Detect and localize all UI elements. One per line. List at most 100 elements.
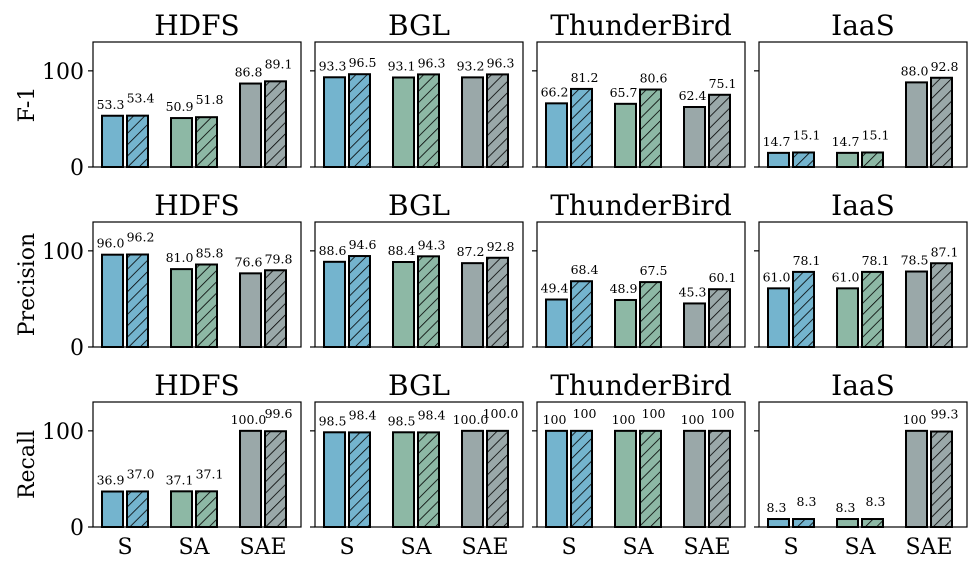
data-label-sa-hatched: 37.1 xyxy=(196,466,224,481)
panel-title: HDFS xyxy=(154,369,239,402)
data-label-s-solid: 61.0 xyxy=(763,269,791,284)
bar-sa-solid xyxy=(614,298,637,349)
bar-sa-solid xyxy=(836,151,859,169)
bar-sa-solid xyxy=(836,518,859,528)
bar-s-hatched xyxy=(570,87,593,168)
bar-sae-solid xyxy=(905,429,928,529)
data-label-s-hatched: 96.2 xyxy=(127,230,155,245)
data-label-s-hatched: 94.6 xyxy=(349,237,377,252)
x-tick-label: SA xyxy=(623,535,655,560)
data-label-sae-solid: 62.4 xyxy=(679,88,707,103)
panel-frame xyxy=(314,221,524,348)
bar-sa-solid xyxy=(614,102,637,168)
data-label-sa-solid: 88.4 xyxy=(388,243,416,258)
panel-iaas-row-3: IaaS 8.3 8.3 S 8.3 8.3 SA 100 99.3 SAE xyxy=(754,369,968,560)
bar-sae-solid xyxy=(683,302,706,349)
data-label-s-hatched: 81.2 xyxy=(571,70,599,85)
bar-s-solid xyxy=(101,114,124,168)
data-label-sae-solid: 100 xyxy=(681,412,705,427)
panel-frame xyxy=(92,401,302,528)
data-label-sae-hatched: 92.8 xyxy=(487,239,515,254)
data-label-s-hatched: 100 xyxy=(573,406,597,421)
panel-frame xyxy=(536,401,746,528)
bar-sa-hatched xyxy=(417,431,440,528)
bar-s-solid xyxy=(323,76,346,168)
bar-s-hatched xyxy=(792,270,815,348)
bar-s-solid xyxy=(101,490,124,528)
data-label-s-solid: 96.0 xyxy=(97,236,125,251)
bar-sae-hatched xyxy=(486,256,509,348)
x-tick-label: SAE xyxy=(905,535,952,560)
panel-title: HDFS xyxy=(154,189,239,222)
data-label-sa-solid: 81.0 xyxy=(166,250,194,265)
bar-s-solid xyxy=(545,429,568,529)
bar-s-hatched xyxy=(126,253,149,348)
data-label-sae-hatched: 96.3 xyxy=(487,55,515,70)
x-tick-label: SA xyxy=(401,535,433,560)
data-label-sa-hatched: 94.3 xyxy=(418,237,446,252)
bar-s-hatched xyxy=(126,114,149,168)
bar-sae-solid xyxy=(683,106,706,168)
data-label-sae-hatched: 92.8 xyxy=(931,59,959,74)
bar-sa-hatched xyxy=(195,263,218,348)
bar-sae-solid xyxy=(461,262,484,348)
data-label-sae-hatched: 60.1 xyxy=(709,270,737,285)
bar-sae-solid xyxy=(905,81,928,168)
data-label-sa-hatched: 78.1 xyxy=(862,253,890,268)
data-label-sa-solid: 48.9 xyxy=(610,281,638,296)
data-label-s-solid: 100 xyxy=(543,412,567,427)
data-label-sa-solid: 65.7 xyxy=(610,85,638,100)
data-label-sae-hatched: 99.3 xyxy=(931,407,959,422)
x-tick-label: SA xyxy=(845,535,877,560)
panel-title: IaaS xyxy=(831,9,895,42)
data-label-sae-solid: 100.0 xyxy=(231,412,267,427)
bar-sa-solid xyxy=(614,429,637,529)
data-label-s-solid: 88.6 xyxy=(319,243,347,258)
bar-sa-hatched xyxy=(639,281,662,349)
row-2-ylabel: Precision xyxy=(15,233,40,336)
bar-s-solid xyxy=(767,518,790,528)
bar-s-solid xyxy=(323,431,346,528)
data-label-sae-solid: 87.2 xyxy=(457,244,485,259)
data-label-s-solid: 49.4 xyxy=(541,281,569,296)
data-label-s-solid: 8.3 xyxy=(767,500,787,515)
bar-sae-hatched xyxy=(486,73,509,168)
data-label-s-hatched: 98.4 xyxy=(349,407,377,422)
data-label-sae-solid: 88.0 xyxy=(901,63,929,78)
panel-title: BGL xyxy=(388,189,450,222)
bar-sa-solid xyxy=(836,287,859,349)
bar-s-solid xyxy=(545,102,568,168)
data-label-s-solid: 53.3 xyxy=(97,97,125,112)
panel-hdfs-row-2: HDFS 0 100 96.0 96.2 81.0 85.8 76.6 79.8 xyxy=(42,189,302,361)
data-label-sa-hatched: 100 xyxy=(642,406,666,421)
bar-sae-hatched xyxy=(486,429,509,529)
panel-bgl-row-2: BGL 88.6 94.6 88.4 94.3 87.2 92.8 xyxy=(310,189,524,349)
bar-sae-solid xyxy=(239,429,262,529)
row-1-ylabel: F-1 xyxy=(15,87,40,123)
data-label-sa-solid: 14.7 xyxy=(832,134,860,149)
panel-frame xyxy=(758,221,968,348)
y-tick-label: 100 xyxy=(42,240,84,265)
y-tick-label: 100 xyxy=(42,60,84,85)
data-label-sae-solid: 100 xyxy=(903,412,927,427)
data-label-s-hatched: 37.0 xyxy=(127,466,155,481)
data-label-sae-solid: 86.8 xyxy=(235,65,263,80)
bar-s-solid xyxy=(545,298,568,348)
data-label-sa-solid: 100 xyxy=(612,412,636,427)
bar-sa-hatched xyxy=(195,490,218,529)
data-label-sae-solid: 45.3 xyxy=(679,284,707,299)
y-tick-label: 0 xyxy=(70,516,84,541)
data-label-sae-solid: 78.5 xyxy=(901,253,929,268)
data-label-sae-hatched: 99.6 xyxy=(265,406,293,421)
bar-sa-hatched xyxy=(861,151,884,169)
y-tick-label: 0 xyxy=(70,336,84,361)
panel-frame xyxy=(536,41,746,168)
data-label-sae-hatched: 100 xyxy=(711,406,735,421)
panel-title: HDFS xyxy=(154,9,239,42)
panel-title: IaaS xyxy=(831,369,895,402)
bar-s-solid xyxy=(767,151,790,169)
data-label-sa-solid: 8.3 xyxy=(836,500,856,515)
bar-sae-hatched xyxy=(264,269,287,348)
